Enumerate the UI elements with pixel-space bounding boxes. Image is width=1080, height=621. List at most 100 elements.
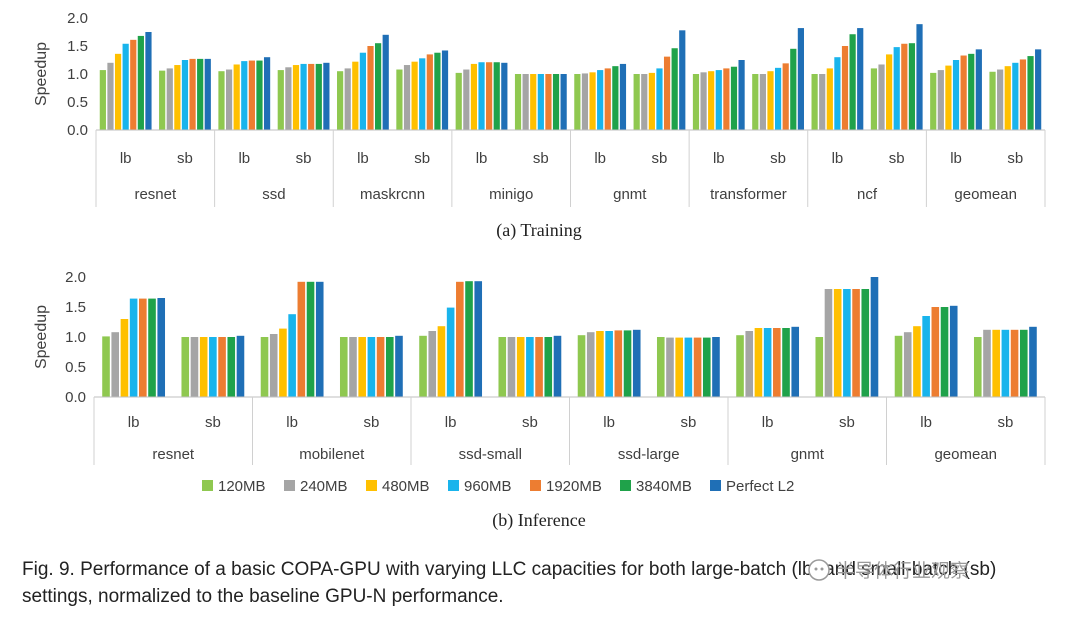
bar-geomean-sb-240mb bbox=[983, 329, 991, 397]
bar-geomean-lb-perfect-l2 bbox=[949, 305, 958, 397]
bar-ssd-small-lb-1920mb bbox=[456, 281, 464, 397]
bar-geomean-sb-1920mb bbox=[1019, 59, 1027, 130]
bar-ncf-sb-3840mb bbox=[908, 43, 916, 131]
bar-mobilenet-lb-perfect-l2 bbox=[315, 281, 324, 397]
bar-resnet-sb-1920mb bbox=[218, 337, 226, 397]
bar-transformer-lb-960mb bbox=[715, 70, 722, 130]
bar-ssd-lb-480mb bbox=[233, 64, 240, 130]
bar-mobilenet-lb-3840mb bbox=[306, 281, 315, 397]
group-label: transformer bbox=[710, 186, 787, 203]
y-tick-label: 0.0 bbox=[67, 122, 88, 139]
group-label: gnmt bbox=[613, 186, 647, 203]
bar-ncf-sb-1920mb bbox=[901, 43, 908, 131]
bar-mobilenet-sb-240mb bbox=[349, 337, 357, 397]
bar-gnmt-lb-3840mb bbox=[782, 328, 790, 397]
bar-ssd-small-lb-120mb bbox=[419, 335, 427, 397]
x-tick-label: lb bbox=[120, 150, 132, 167]
x-tick-label: lb bbox=[357, 150, 369, 167]
y-tick-label: 0.5 bbox=[67, 94, 88, 111]
bar-gnmt-sb-3840mb bbox=[861, 289, 870, 397]
bar-maskrcnn-lb-1920mb bbox=[367, 46, 374, 130]
bar-geomean-sb-3840mb bbox=[1019, 329, 1028, 397]
bar-ssd-large-sb-120mb bbox=[656, 337, 665, 397]
bar-geomean-lb-120mb bbox=[930, 72, 937, 130]
legend-label: 960MB bbox=[464, 478, 512, 495]
bar-geomean-sb-120mb bbox=[989, 71, 996, 130]
bar-maskrcnn-sb-3840mb bbox=[434, 52, 441, 130]
bar-ssd-large-lb-1920mb bbox=[614, 330, 623, 397]
bar-resnet-sb-960mb bbox=[209, 337, 217, 397]
bar-ssd-large-lb-240mb bbox=[586, 332, 595, 397]
wechat-icon bbox=[808, 558, 830, 581]
legend-swatch bbox=[530, 480, 541, 491]
bar-resnet-lb-480mb bbox=[114, 53, 122, 131]
x-tick-label: sb bbox=[414, 150, 430, 167]
bar-resnet-lb-240mb bbox=[107, 62, 114, 130]
bar-maskrcnn-sb-120mb bbox=[396, 69, 403, 130]
bar-transformer-lb-3840mb bbox=[730, 66, 738, 130]
bar-gnmt-sb-960mb bbox=[843, 289, 851, 397]
bar-geomean-lb-240mb bbox=[903, 332, 912, 397]
bar-mobilenet-lb-1920mb bbox=[297, 281, 306, 397]
bar-mobilenet-sb-3840mb bbox=[385, 337, 394, 397]
bar-ssd-large-lb-3840mb bbox=[623, 330, 632, 397]
x-tick-label: sb bbox=[1007, 150, 1023, 167]
y-tick-label: 1.5 bbox=[65, 299, 86, 316]
bar-ssd-small-sb-240mb bbox=[507, 337, 516, 397]
bar-resnet-lb-960mb bbox=[122, 43, 129, 131]
x-tick-label: lb bbox=[128, 414, 140, 431]
bar-resnet-sb-480mb bbox=[174, 65, 181, 130]
group-label: gnmt bbox=[791, 446, 825, 463]
group-label: maskrcnn bbox=[360, 186, 425, 203]
bar-resnet-sb-240mb bbox=[190, 337, 199, 397]
bar-ssd-large-sb-240mb bbox=[666, 337, 674, 397]
y-tick-label: 0.0 bbox=[65, 389, 86, 406]
watermark: 半导体行业观察 bbox=[808, 556, 969, 583]
bar-gnmt-sb-960mb bbox=[656, 68, 663, 130]
legend-swatch bbox=[710, 480, 721, 491]
bar-gnmt-sb-480mb bbox=[648, 72, 655, 130]
bar-ssd-large-lb-120mb bbox=[577, 335, 586, 397]
bar-gnmt-lb-120mb bbox=[736, 335, 744, 397]
bar-geomean-lb-960mb bbox=[952, 60, 960, 130]
bar-ncf-lb-120mb bbox=[811, 74, 818, 130]
bar-gnmt-lb-480mb bbox=[589, 72, 596, 130]
bar-ssd-lb-960mb bbox=[241, 61, 248, 131]
bar-ssd-large-lb-960mb bbox=[605, 331, 613, 397]
bar-geomean-sb-960mb bbox=[1012, 62, 1019, 130]
bar-minigo-sb-480mb bbox=[530, 74, 537, 130]
bar-transformer-sb-240mb bbox=[759, 74, 766, 130]
bar-resnet-sb-120mb bbox=[181, 337, 190, 397]
bar-minigo-sb-120mb bbox=[514, 74, 522, 130]
bar-ssd-large-lb-480mb bbox=[596, 331, 604, 397]
bar-ncf-sb-120mb bbox=[870, 68, 878, 130]
bar-ssd-lb-3840mb bbox=[256, 60, 263, 131]
bar-resnet-lb-1920mb bbox=[139, 298, 147, 397]
bar-geomean-lb-240mb bbox=[937, 70, 944, 130]
bar-gnmt-sb-120mb bbox=[815, 337, 824, 397]
legend: 120MB 240MB 480MB 960MB 1920MB 3840MB Perfect … bbox=[202, 478, 794, 495]
bar-geomean-sb-960mb bbox=[1001, 329, 1010, 397]
bar-mobilenet-sb-1920mb bbox=[376, 337, 385, 397]
legend-swatch bbox=[448, 480, 459, 491]
bar-resnet-lb-120mb bbox=[102, 336, 110, 397]
group-label: ssd-small bbox=[459, 446, 522, 463]
bar-geomean-sb-240mb bbox=[997, 69, 1004, 130]
bar-maskrcnn-lb-480mb bbox=[352, 61, 359, 130]
bar-mobilenet-lb-240mb bbox=[269, 334, 278, 397]
bar-ssd-lb-240mb bbox=[225, 69, 233, 130]
bar-minigo-lb-960mb bbox=[478, 62, 485, 130]
bar-geomean-lb-1920mb bbox=[931, 307, 940, 397]
bar-mobilenet-sb-perfect-l2 bbox=[395, 335, 403, 397]
bar-maskrcnn-lb-960mb bbox=[359, 52, 367, 130]
bar-resnet-sb-3840mb bbox=[227, 337, 236, 397]
bar-gnmt-sb-240mb bbox=[641, 74, 648, 130]
bar-gnmt-lb-960mb bbox=[597, 70, 604, 130]
bar-ncf-lb-240mb bbox=[819, 74, 826, 130]
group-label: ssd bbox=[262, 186, 285, 203]
bar-geomean-sb-480mb bbox=[992, 329, 1000, 397]
bar-gnmt-sb-perfect-l2 bbox=[679, 30, 686, 130]
bar-ssd-large-sb-3840mb bbox=[702, 337, 711, 397]
figure-caption: Fig. 9. Performance of a basic COPA-GPU … bbox=[22, 559, 997, 607]
group-label: minigo bbox=[489, 186, 533, 203]
